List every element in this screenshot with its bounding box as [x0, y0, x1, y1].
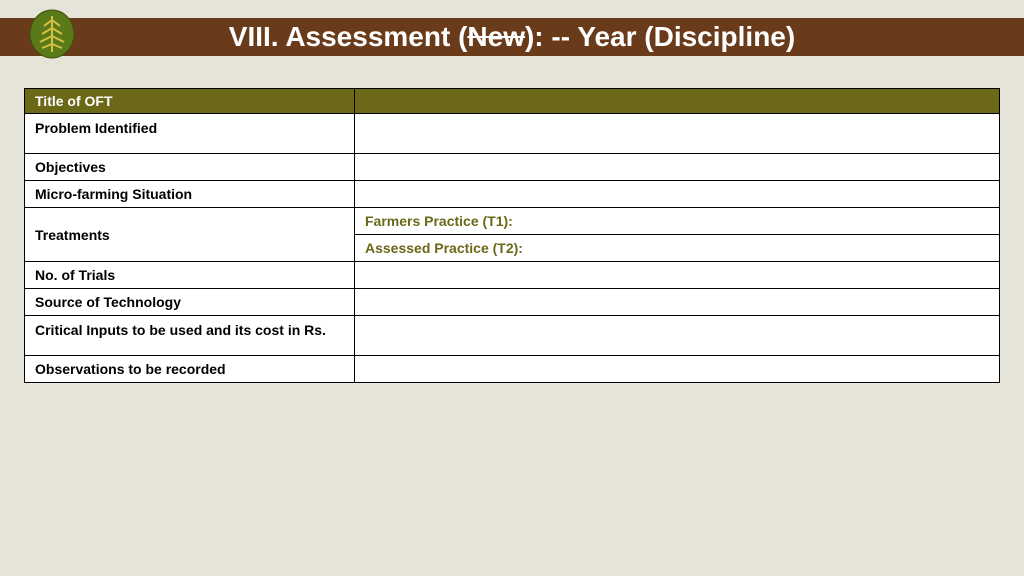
header-label-cell: Title of OFT — [25, 89, 355, 114]
assessment-table: Title of OFT Problem Identified Objectiv… — [24, 88, 1000, 383]
row-value — [355, 356, 1000, 383]
header-value-cell — [355, 89, 1000, 114]
title-suffix: ): -- Year (Discipline) — [525, 21, 795, 52]
row-label: Micro-farming Situation — [25, 181, 355, 208]
row-label: No. of Trials — [25, 262, 355, 289]
treatments-label: Treatments — [25, 208, 355, 262]
row-label: Objectives — [25, 154, 355, 181]
content-area: Title of OFT Problem Identified Objectiv… — [24, 88, 1000, 383]
table-header-row: Title of OFT — [25, 89, 1000, 114]
table-row: Problem Identified — [25, 114, 1000, 154]
title-struck: New — [467, 21, 525, 52]
treatment-1: Farmers Practice (T1): — [355, 208, 1000, 235]
row-value — [355, 316, 1000, 356]
row-label: Critical Inputs to be used and its cost … — [25, 316, 355, 356]
table-row: Source of Technology — [25, 289, 1000, 316]
logo-icon — [28, 8, 76, 60]
table-row: Treatments Farmers Practice (T1): — [25, 208, 1000, 235]
table-row: Micro-farming Situation — [25, 181, 1000, 208]
row-label: Problem Identified — [25, 114, 355, 154]
header-bar: VIII. Assessment (New): -- Year (Discipl… — [0, 18, 1024, 56]
row-value — [355, 289, 1000, 316]
row-value — [355, 154, 1000, 181]
row-label: Observations to be recorded — [25, 356, 355, 383]
table-row: No. of Trials — [25, 262, 1000, 289]
row-value — [355, 181, 1000, 208]
table-row: Objectives — [25, 154, 1000, 181]
table-row: Observations to be recorded — [25, 356, 1000, 383]
title-prefix: VIII. Assessment ( — [229, 21, 468, 52]
row-value — [355, 114, 1000, 154]
table-row: Critical Inputs to be used and its cost … — [25, 316, 1000, 356]
treatment-2: Assessed Practice (T2): — [355, 235, 1000, 262]
row-value — [355, 262, 1000, 289]
page-title: VIII. Assessment (New): -- Year (Discipl… — [229, 21, 795, 53]
row-label: Source of Technology — [25, 289, 355, 316]
